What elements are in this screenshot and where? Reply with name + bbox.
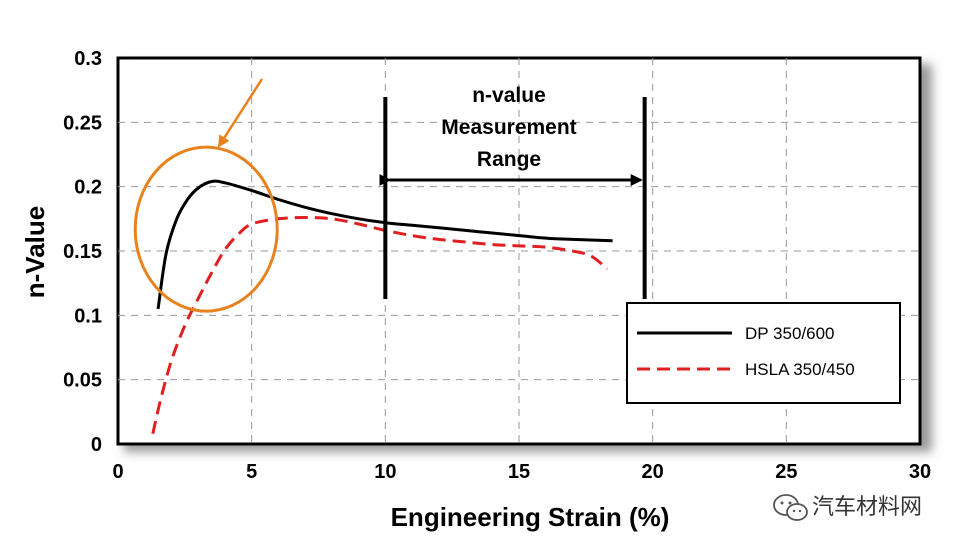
watermark-text: 汽车材料网 [812,494,922,519]
series-layer [151,179,613,435]
legend-label-dp: DP 350/600 [745,324,834,343]
legend-box [626,302,901,404]
series-line-0 [156,179,613,310]
y-tick-label-5: 0.25 [63,112,102,134]
x-tick-label-5: 25 [775,461,797,483]
annotation-layer [133,78,647,313]
y-tick-label-3: 0.15 [63,241,102,263]
annotation-line-2: Measurement [441,116,576,139]
highlight-arrow [217,78,264,148]
x-tick-label-3: 15 [508,461,530,483]
annotation-line-3: Range [477,148,541,171]
legend: DP 350/600 HSLA 350/450 [626,302,901,404]
y-tick-label-4: 0.2 [74,177,102,199]
x-tick-label-1: 5 [246,461,257,483]
x-tick-label-0: 0 [112,461,123,483]
y-tick-label-6: 0.3 [74,48,102,70]
watermark: 汽车材料网 [773,494,922,521]
wechat-icon [773,494,808,521]
y-tick-label-1: 0.05 [63,370,102,392]
y-tick-labels: 0 0.05 0.1 0.15 0.2 0.25 0.3 [63,48,102,456]
x-axis-title: Engineering Strain (%) [391,502,670,532]
x-tick-label-4: 20 [642,461,664,483]
legend-label-hsla: HSLA 350/450 [745,360,855,379]
x-tick-labels: 0 5 10 15 20 25 30 [112,461,931,483]
highlight-circle [133,145,279,313]
x-tick-label-6: 30 [909,461,931,483]
y-axis-title: n-Value [20,206,50,298]
annotation-line-1: n-value [472,84,546,107]
x-tick-label-2: 10 [374,461,396,483]
y-tick-label-2: 0.1 [74,305,102,327]
y-tick-label-0: 0 [91,434,102,456]
